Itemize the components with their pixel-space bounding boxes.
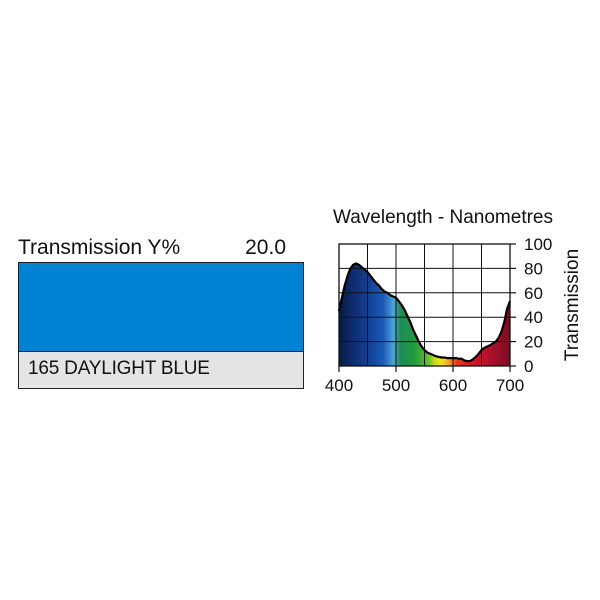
- y-tick-label: 20: [524, 333, 543, 352]
- x-tick-label: 700: [496, 376, 524, 395]
- filter-name-box: 165 DAYLIGHT BLUE: [18, 352, 304, 389]
- filter-name: 165 DAYLIGHT BLUE: [28, 358, 210, 379]
- grid-layer: [338, 243, 511, 367]
- y-axis-label: Transmission: [562, 249, 583, 361]
- chart-title: Wavelength - Nanometres: [333, 207, 553, 228]
- y-tick-label: 100: [524, 235, 552, 254]
- y-tick-label: 80: [524, 259, 543, 278]
- x-tick-label: 500: [382, 376, 410, 395]
- plot-frame: [338, 243, 511, 367]
- transmission-value: 20.0: [245, 236, 286, 259]
- y-tick-label: 40: [524, 308, 543, 327]
- y-tick-label: 60: [524, 284, 543, 303]
- transmission-row: Transmission Y% 20.0: [18, 234, 304, 262]
- data-curve-layer: [337, 262, 512, 363]
- transmission-label: Transmission Y%: [18, 236, 181, 259]
- filter-swatch-panel: Transmission Y% 20.0 165 DAYLIGHT BLUE: [18, 232, 304, 392]
- y-tick-label: 0: [524, 357, 533, 376]
- color-swatch: [18, 262, 304, 352]
- x-tick-label: 400: [325, 376, 353, 395]
- x-tick-label: 600: [439, 376, 467, 395]
- transmission-curve: [337, 262, 512, 363]
